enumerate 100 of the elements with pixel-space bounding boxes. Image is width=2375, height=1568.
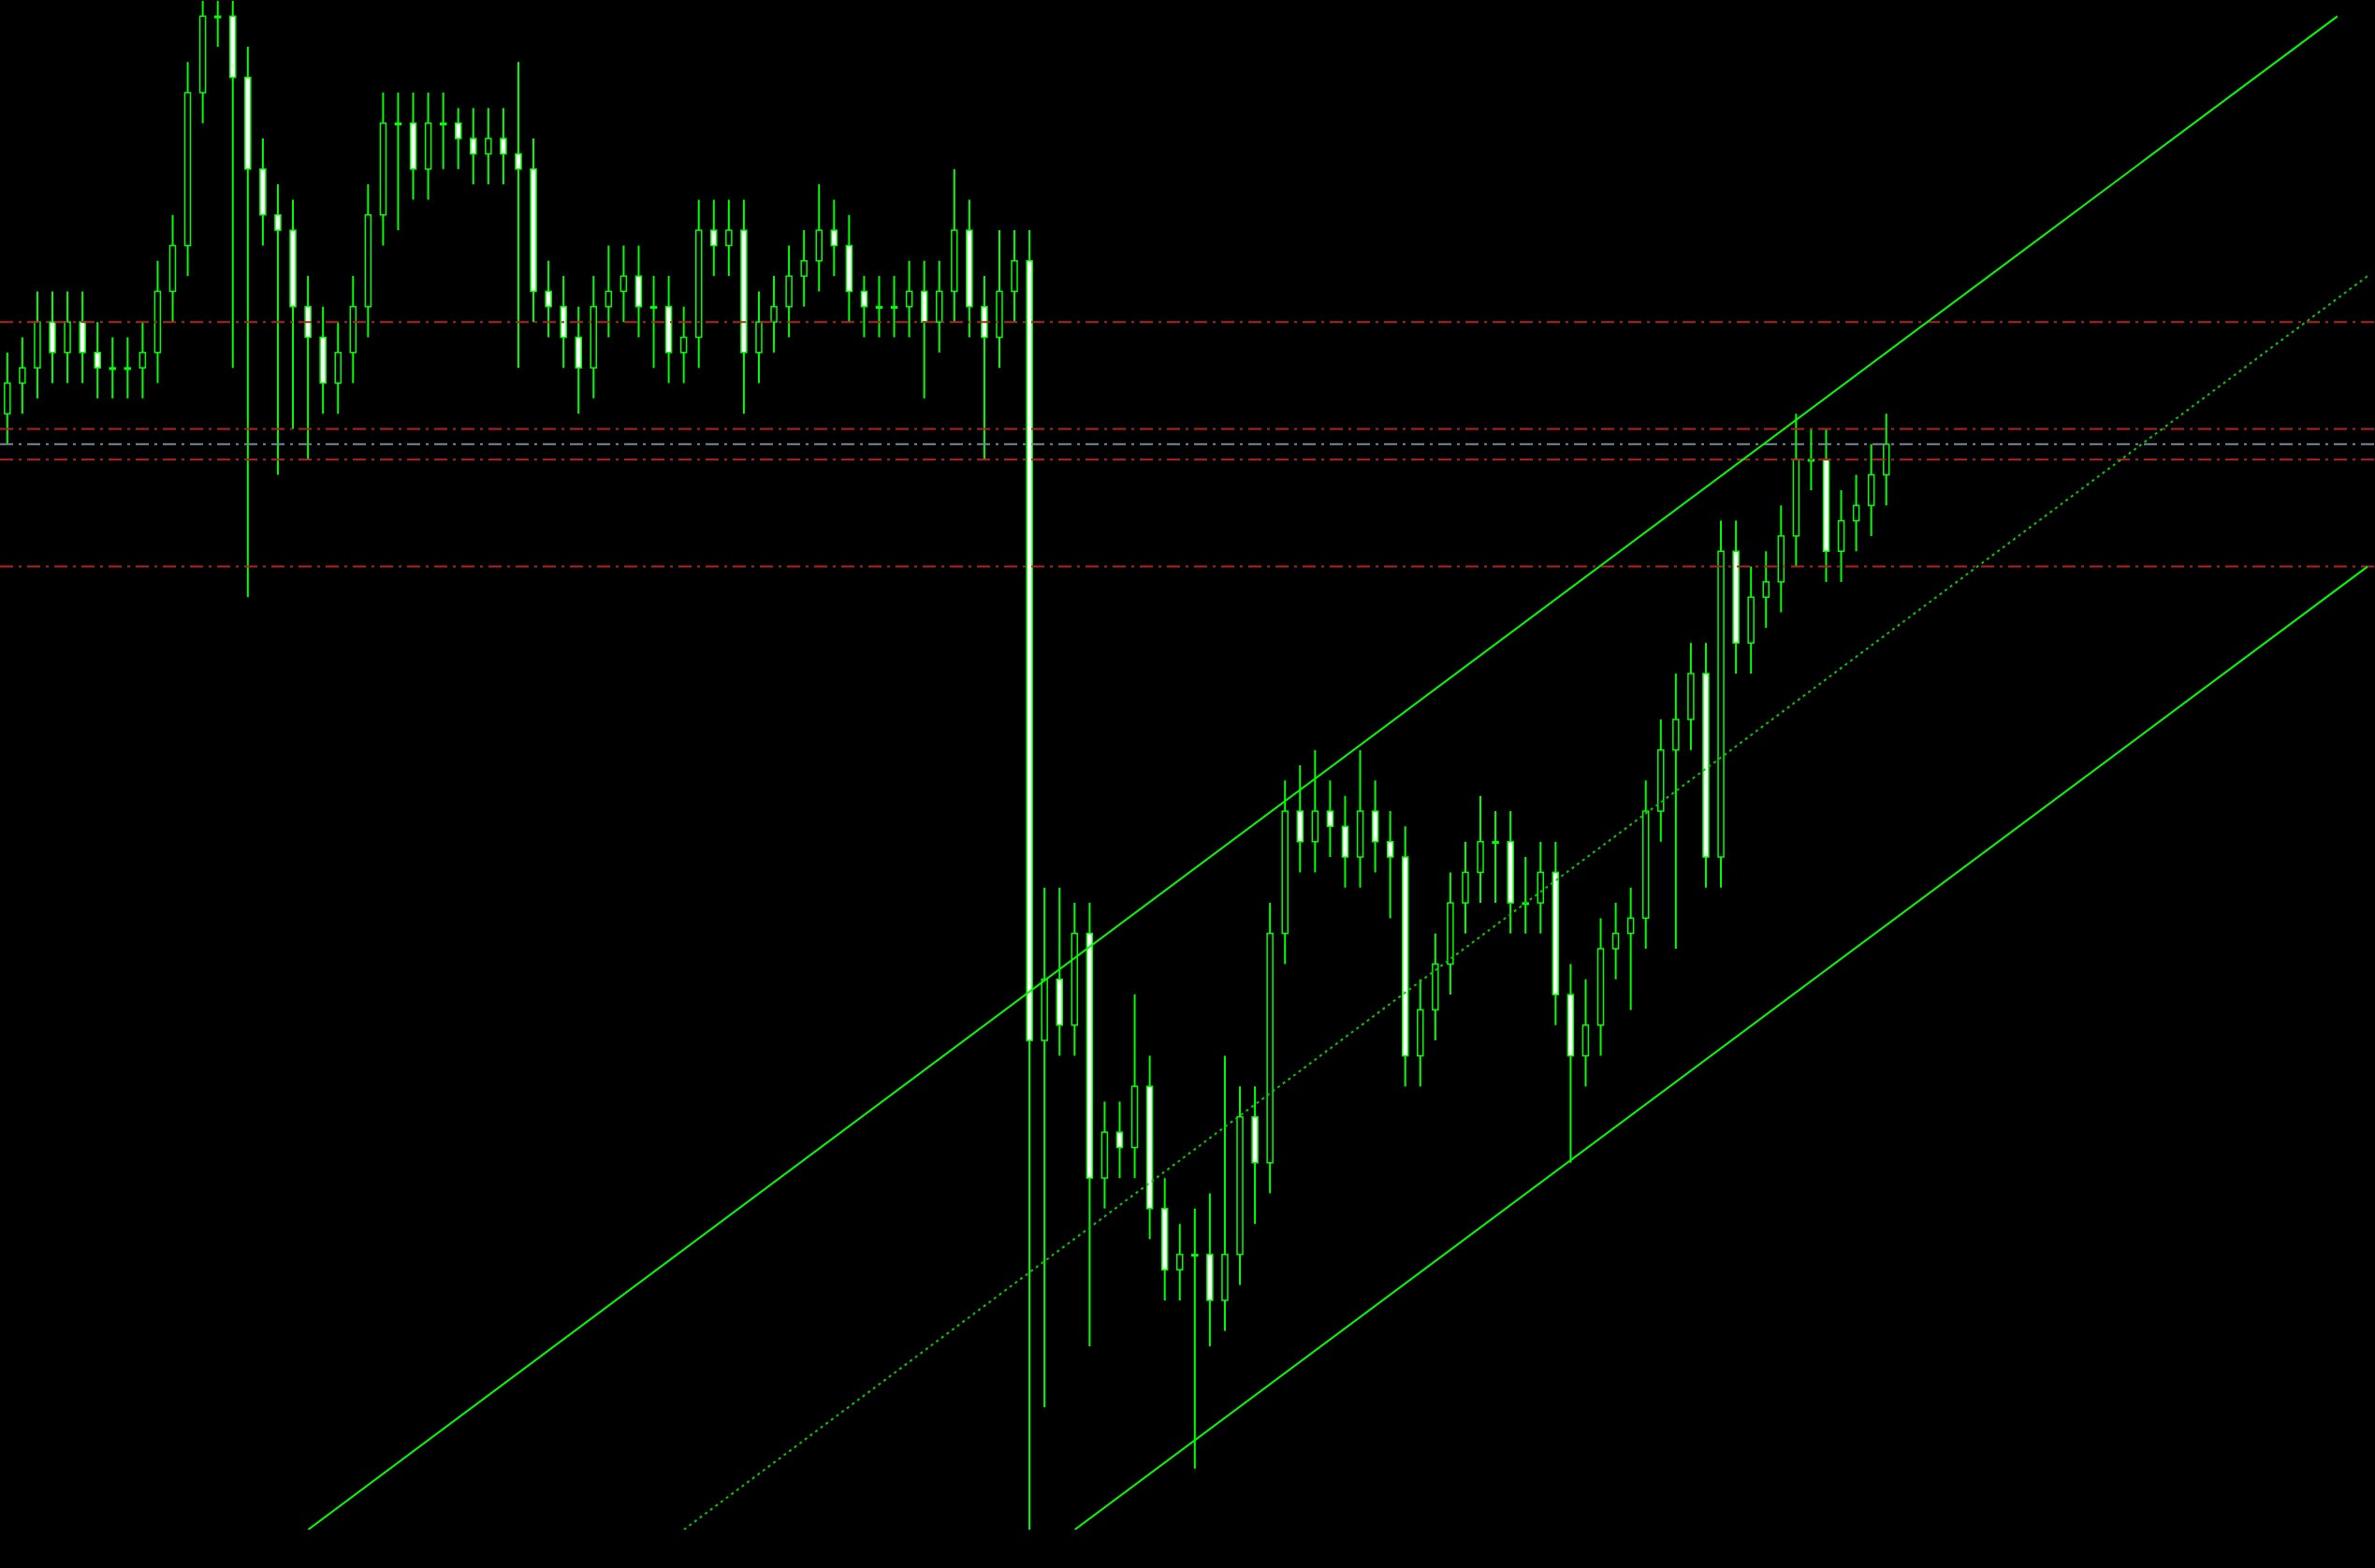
candlestick — [349, 275, 357, 385]
candlestick — [1145, 1054, 1154, 1241]
candlestick — [454, 107, 462, 170]
candlestick — [1221, 1054, 1229, 1332]
candlestick — [815, 183, 823, 293]
candlestick — [49, 290, 56, 385]
candlestick — [1432, 932, 1439, 1042]
candlestick — [966, 198, 973, 339]
candlestick — [500, 107, 507, 186]
candlestick — [1386, 810, 1394, 920]
candlestick — [168, 213, 177, 324]
candlestick — [1071, 902, 1079, 1057]
candlestick — [1702, 642, 1710, 889]
candlestick — [785, 244, 793, 339]
candlestick — [1176, 1223, 1184, 1301]
candlestick — [1356, 748, 1364, 889]
candlestick — [634, 244, 643, 339]
candlestick — [229, 1, 237, 370]
candlestick — [1326, 779, 1334, 859]
candlestick — [830, 198, 838, 278]
candlestick — [1401, 825, 1409, 1088]
candlestick — [996, 229, 1003, 370]
candlestick — [138, 321, 147, 399]
candlestick — [1792, 413, 1800, 568]
candlestick — [770, 275, 778, 354]
candlestick — [1191, 1207, 1199, 1470]
candlestick — [710, 198, 718, 278]
candlestick — [1011, 229, 1018, 324]
candlestick — [64, 290, 71, 385]
candlestick — [244, 46, 252, 599]
candlestick — [1566, 963, 1575, 1164]
candlestick — [664, 275, 673, 385]
candlestick — [153, 259, 162, 385]
candlestick — [1236, 1085, 1244, 1286]
candlestick — [1130, 994, 1139, 1180]
candlestick — [1462, 840, 1469, 935]
candlestick — [1100, 1100, 1109, 1210]
candlestick — [1056, 886, 1063, 1057]
candlestick — [1717, 519, 1725, 889]
candlestick — [605, 244, 613, 339]
candlestick — [619, 244, 628, 324]
candlestick — [694, 198, 703, 370]
candlestick — [1867, 443, 1875, 537]
candlestick — [1251, 1085, 1259, 1226]
candlestick — [470, 107, 477, 186]
candlestick — [1777, 504, 1785, 614]
candlestick — [920, 259, 928, 399]
candlestick — [1296, 764, 1304, 874]
candlestick — [1552, 840, 1560, 1026]
candlestick — [545, 259, 552, 339]
candlestick — [755, 290, 763, 385]
candlestick — [560, 275, 567, 370]
candlestick — [319, 305, 327, 415]
candlestick — [1581, 978, 1590, 1088]
candlestick — [94, 321, 101, 399]
candlestick — [905, 259, 913, 339]
candlestick — [981, 275, 988, 461]
candlestick — [289, 198, 297, 430]
candlestick — [1687, 642, 1695, 751]
candlestick — [1747, 565, 1755, 675]
candlestick — [1672, 672, 1680, 951]
candlestick — [1611, 902, 1620, 980]
candlestick — [1115, 1100, 1124, 1180]
candlestick — [259, 138, 267, 247]
candlestick — [183, 61, 192, 278]
candlestick — [1537, 840, 1545, 935]
candlestick — [1371, 779, 1379, 874]
candlestick — [1341, 794, 1349, 889]
candlestick — [334, 321, 342, 415]
candlestick — [740, 198, 748, 415]
candlestick — [1311, 748, 1319, 874]
candlestick — [379, 92, 387, 247]
candlestick — [1160, 1177, 1169, 1301]
candlestick — [860, 275, 868, 339]
candlestick — [800, 229, 808, 308]
candlestick — [845, 213, 853, 324]
candlestick — [1762, 550, 1770, 629]
candlestick — [1507, 810, 1514, 935]
candlestick — [1837, 488, 1845, 583]
candlestick — [34, 290, 41, 399]
candlestick — [530, 138, 537, 324]
candlestick — [1626, 886, 1635, 1011]
candlestick — [424, 92, 432, 201]
candlestick — [575, 305, 582, 415]
candlestick — [1732, 519, 1740, 675]
candlestick — [679, 305, 688, 385]
candlestick — [935, 259, 943, 354]
candlestick — [1596, 917, 1605, 1057]
candlestick — [4, 351, 11, 445]
candlestick — [1492, 810, 1499, 905]
candlestick — [515, 61, 522, 370]
candlestick — [1281, 779, 1289, 965]
candlestick — [1852, 473, 1860, 553]
candlestick — [1266, 902, 1274, 1195]
candlestick — [1206, 1192, 1214, 1347]
candlestick — [485, 107, 492, 186]
candlestick — [590, 275, 598, 399]
candlestick — [1041, 886, 1048, 1409]
candlestick — [1477, 794, 1484, 905]
candlestick — [951, 167, 958, 324]
